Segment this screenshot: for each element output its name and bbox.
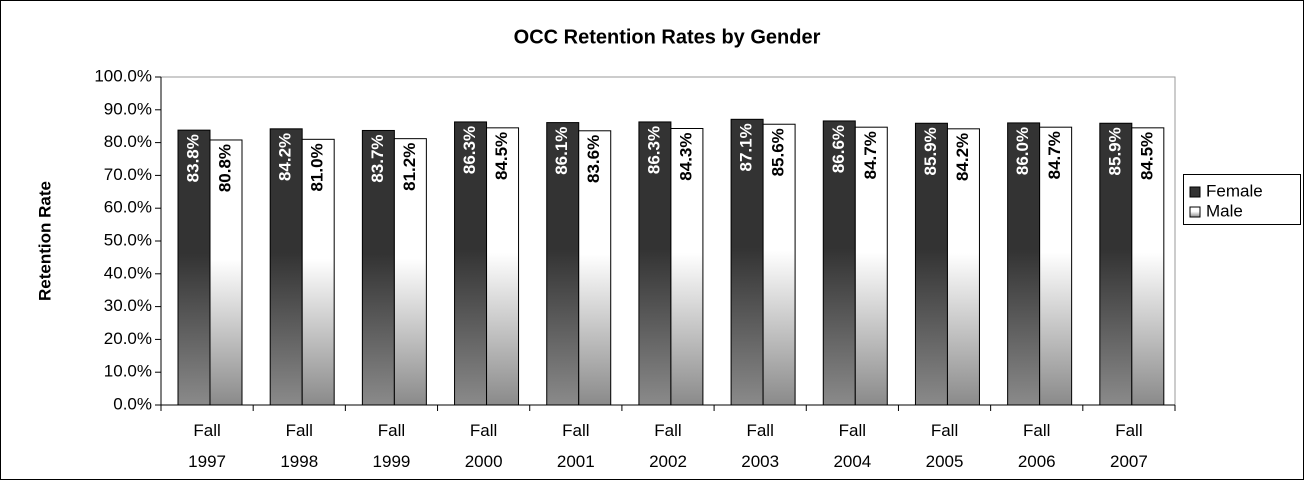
bar — [177, 129, 211, 406]
data-label: 85.9% — [921, 127, 940, 175]
bar — [1131, 127, 1165, 406]
legend-swatch — [1189, 186, 1201, 198]
x-tick-line: Fall — [746, 421, 773, 440]
y-tick-label: 70.0% — [104, 165, 152, 184]
y-tick-label: 40.0% — [104, 263, 152, 282]
x-tick-label: Fall 2007 — [1110, 421, 1148, 471]
x-tick-line: Fall — [378, 421, 405, 440]
data-label: 86.3% — [460, 126, 479, 174]
x-tick-label: Fall 2004 — [833, 421, 871, 471]
y-tick-label: 80.0% — [104, 132, 152, 151]
data-label: 86.1% — [552, 127, 571, 175]
bar — [546, 122, 580, 406]
x-tick-label: Fall 2003 — [741, 421, 779, 471]
x-tick-line: 2004 — [833, 452, 871, 471]
data-label: 84.7% — [861, 131, 880, 179]
data-label: 84.7% — [1045, 131, 1064, 179]
bar — [670, 127, 704, 406]
data-label: 81.0% — [308, 143, 327, 191]
bar — [454, 121, 488, 406]
x-tick-line: 1999 — [373, 452, 411, 471]
data-label: 86.6% — [829, 125, 848, 173]
y-tick-label: 90.0% — [104, 99, 152, 118]
x-tick-line: 2007 — [1110, 452, 1148, 471]
x-tick-line: 1997 — [188, 452, 226, 471]
bar — [486, 127, 520, 406]
x-tick-line: Fall — [562, 421, 589, 440]
y-tick-label: 60.0% — [104, 198, 152, 217]
data-label: 84.2% — [276, 133, 295, 181]
data-label: 87.1% — [737, 123, 756, 171]
x-tick-line: 2006 — [1018, 452, 1056, 471]
bar — [209, 139, 243, 406]
data-label: 84.3% — [676, 132, 695, 180]
legend — [1183, 174, 1301, 225]
chart-title: OCC Retention Rates by Gender — [514, 26, 821, 48]
data-label: 84.5% — [1137, 132, 1156, 180]
bar — [301, 138, 335, 406]
data-label: 85.6% — [769, 128, 788, 176]
legend-label: Female — [1206, 181, 1263, 200]
data-label: 83.7% — [368, 134, 387, 182]
y-tick-label: 10.0% — [104, 362, 152, 381]
x-tick-line: Fall — [839, 421, 866, 440]
legend-swatch — [1189, 206, 1201, 218]
data-label: 83.6% — [584, 135, 603, 183]
x-tick-label: Fall 2006 — [1018, 421, 1056, 471]
x-tick-label: Fall 2005 — [926, 421, 964, 471]
x-tick-line: Fall — [193, 421, 220, 440]
x-tick-line: 2003 — [741, 452, 779, 471]
x-tick-line: Fall — [286, 421, 313, 440]
bar — [361, 129, 395, 406]
x-tick-line: Fall — [1023, 421, 1050, 440]
bar — [1007, 122, 1041, 406]
x-tick-line: Fall — [1115, 421, 1142, 440]
y-tick-label: 0.0% — [113, 394, 152, 413]
data-label: 84.2% — [953, 133, 972, 181]
y-axis-label: Retention Rate — [35, 181, 54, 301]
x-tick-line: 2001 — [557, 452, 595, 471]
x-tick-label: Fall 1999 — [373, 421, 411, 471]
bar — [822, 120, 856, 406]
x-tick-label: Fall 2001 — [557, 421, 595, 471]
x-tick-line: 1998 — [280, 452, 318, 471]
bar — [730, 118, 764, 406]
data-label: 83.8% — [183, 134, 202, 182]
data-label: 80.8% — [215, 144, 234, 192]
x-tick-line: Fall — [931, 421, 958, 440]
x-tick-line: 2000 — [465, 452, 503, 471]
y-tick-label: 20.0% — [104, 329, 152, 348]
y-tick-label: 100.0% — [94, 66, 152, 85]
data-label: 84.5% — [492, 132, 511, 180]
x-tick-line: 2002 — [649, 452, 687, 471]
legend-label: Male — [1206, 201, 1243, 220]
data-label: 86.0% — [1013, 127, 1032, 175]
bar — [393, 138, 427, 406]
x-tick-label: Fall 1997 — [188, 421, 226, 471]
bar — [578, 130, 612, 406]
x-tick-label: Fall 2002 — [649, 421, 687, 471]
bar — [1099, 122, 1133, 406]
y-tick-label: 50.0% — [104, 230, 152, 249]
x-tick-label: Fall 1998 — [280, 421, 318, 471]
x-tick-label: Fall 2000 — [465, 421, 503, 471]
data-label: 85.9% — [1105, 127, 1124, 175]
bar — [762, 123, 796, 406]
x-tick-line: Fall — [470, 421, 497, 440]
data-label: 86.3% — [644, 126, 663, 174]
data-label: 81.2% — [400, 143, 419, 191]
x-tick-line: Fall — [654, 421, 681, 440]
bar — [638, 121, 672, 406]
bar — [946, 128, 980, 406]
bar — [854, 126, 888, 406]
bar — [269, 128, 303, 406]
bar — [1039, 126, 1073, 406]
y-tick-label: 30.0% — [104, 296, 152, 315]
x-tick-line: 2005 — [926, 452, 964, 471]
